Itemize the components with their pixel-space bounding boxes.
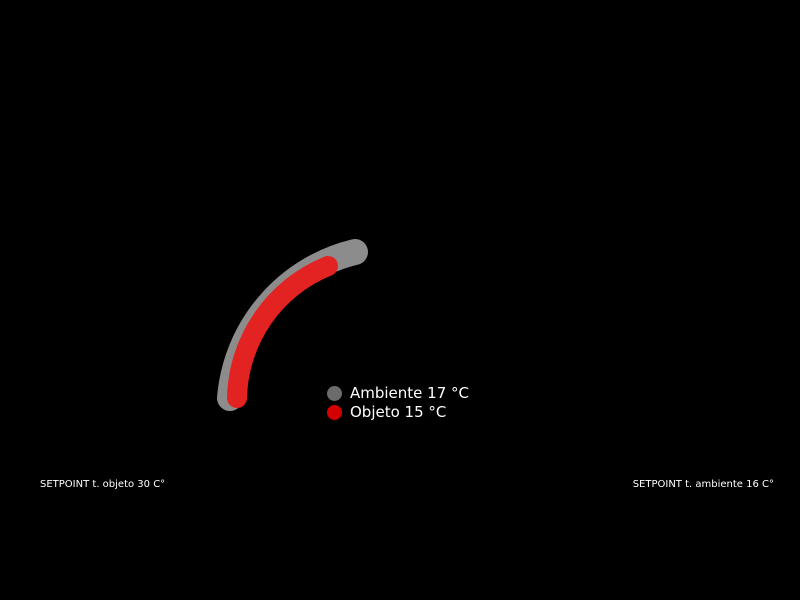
gauge-legend: Ambiente 17 °C Objeto 15 °C: [327, 384, 469, 422]
setpoint-ambient-label: SETPOINT t. ambiente 16 C°: [632, 479, 774, 490]
legend-item-ambient: Ambiente 17 °C: [327, 384, 469, 403]
object-dot-icon: [327, 405, 342, 420]
legend-item-object: Objeto 15 °C: [327, 403, 469, 422]
ambient-dot-icon: [327, 386, 342, 401]
setpoint-object-label: SETPOINT t. objeto 30 C°: [40, 479, 166, 490]
object-label: Objeto 15 °C: [350, 403, 447, 421]
object-arc: [227, 256, 338, 408]
ambient-label: Ambiente 17 °C: [350, 384, 470, 402]
